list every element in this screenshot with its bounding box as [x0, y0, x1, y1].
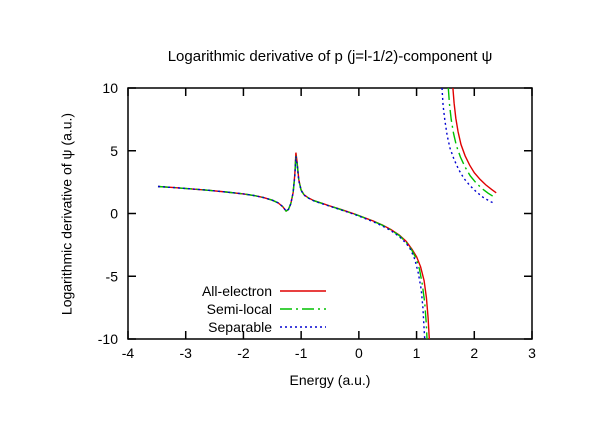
x-tick-label: -4 — [122, 345, 135, 361]
plot-border — [127, 87, 533, 340]
legend-label-semi-local: Semi-local — [207, 301, 272, 317]
series-curve-semi-local — [157, 154, 428, 340]
x-tick-label: 0 — [355, 345, 363, 361]
x-tick-label: 3 — [528, 345, 536, 361]
y-tick-label: -10 — [98, 331, 118, 347]
series-curve-all-electron — [157, 152, 430, 340]
series-curve-separable — [441, 87, 494, 204]
series-curve-separable — [157, 156, 426, 340]
x-tick-label: 1 — [413, 345, 421, 361]
series-curve-semi-local — [447, 87, 495, 198]
y-tick-label: 5 — [110, 143, 118, 159]
x-tick-label: -3 — [179, 345, 192, 361]
y-tick-label: -5 — [106, 268, 119, 284]
legend-label-all-electron: All-electron — [202, 283, 272, 299]
x-tick-label: 2 — [470, 345, 478, 361]
chart-title: Logarithmic derivative of p (j=l-1/2)-co… — [167, 48, 493, 65]
x-tick-label: -1 — [295, 345, 308, 361]
y-tick-label: 0 — [110, 206, 118, 222]
y-tick-label: 10 — [102, 80, 118, 96]
x-tick-label: -2 — [237, 345, 250, 361]
x-axis-label: Energy (a.u.) — [289, 372, 371, 388]
series-curve-all-electron — [452, 87, 497, 194]
legend-label-separable: Separable — [208, 319, 272, 335]
